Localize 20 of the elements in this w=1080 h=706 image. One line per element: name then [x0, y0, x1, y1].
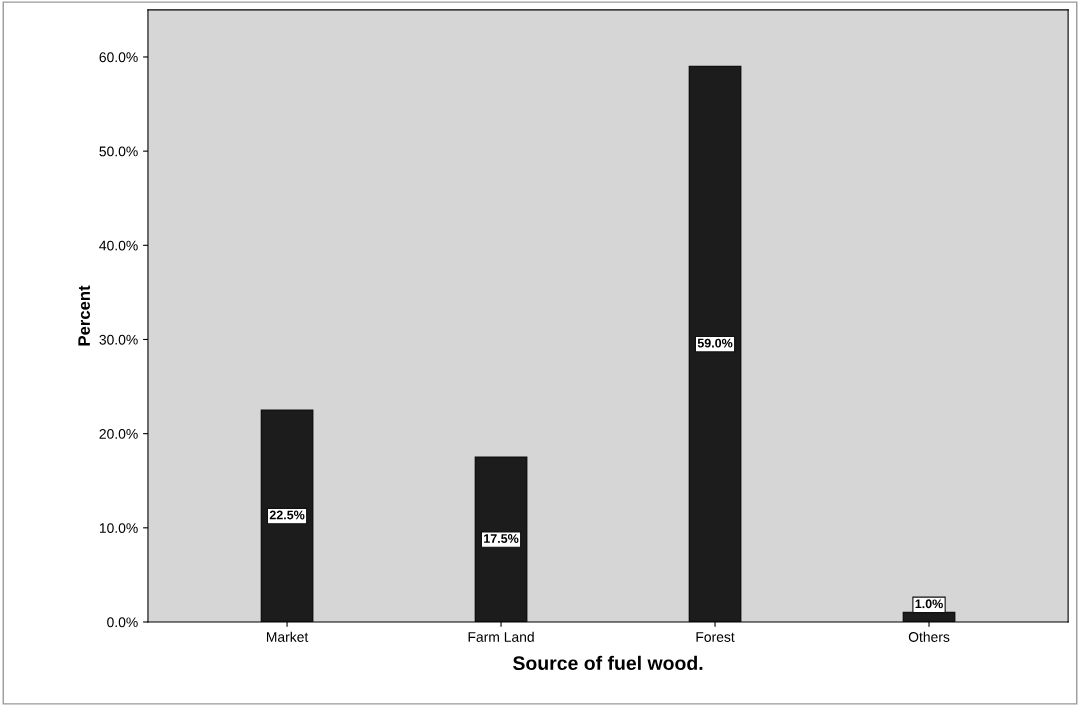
y-tick-label: 40.0%: [99, 240, 138, 251]
y-tick-label: 10.0%: [99, 523, 138, 533]
data-label: 59.0%: [697, 338, 733, 348]
data-label: 17.5%: [484, 534, 519, 543]
x-tick-label: Others: [908, 631, 950, 642]
y-tick-label: 20.0%: [99, 428, 138, 439]
bar: [260, 409, 314, 622]
data-label: 1.0%: [915, 599, 943, 609]
x-axis-title: Source of fuel wood.: [513, 655, 703, 671]
x-tick-label: Farm Land: [468, 631, 534, 642]
bar: [474, 456, 528, 622]
y-tick-label: 60.0%: [99, 52, 138, 63]
x-tick-label: Forest: [696, 632, 735, 642]
y-tick-label: 50.0%: [99, 146, 138, 157]
data-label: 22.5%: [269, 510, 305, 520]
y-axis-title: Percent: [78, 285, 91, 346]
y-tick-label: 0.0%: [107, 617, 138, 628]
bar: [688, 65, 742, 622]
x-tick-label: Market: [266, 631, 309, 642]
y-tick-label: 30.0%: [99, 334, 138, 345]
